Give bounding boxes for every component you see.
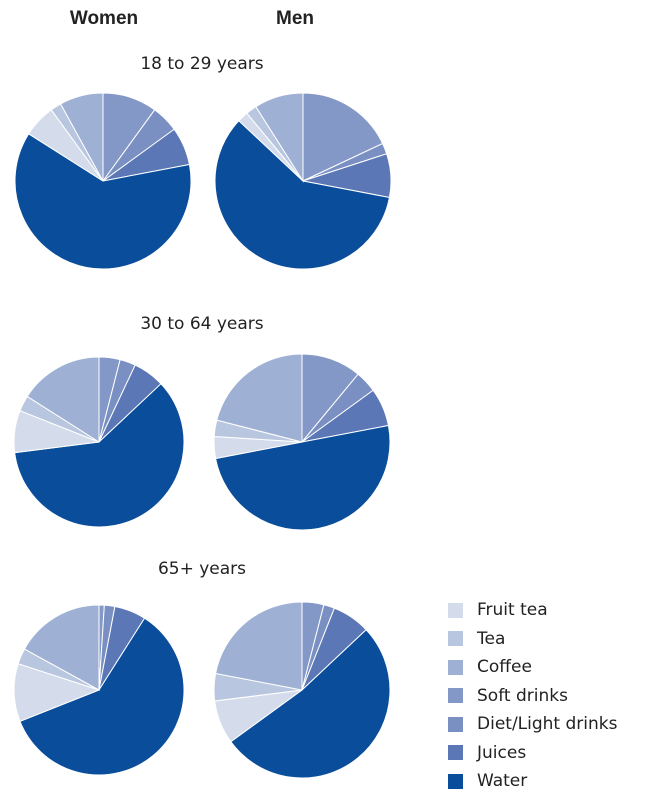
legend-label: Diet/Light drinks (477, 714, 618, 735)
age-group-label: 30 to 64 years (140, 314, 264, 334)
pie-slice (214, 120, 391, 270)
legend: Fruit tea Tea Coffee Soft drinks Diet/Li… (448, 596, 617, 796)
legend-swatch (448, 773, 463, 789)
legend-swatch (448, 659, 463, 675)
legend-item: Diet/Light drinks (448, 710, 617, 739)
age-group-label: 18 to 29 years (140, 54, 264, 74)
legend-item: Juices (448, 739, 617, 768)
legend-label: Tea (477, 628, 506, 649)
legend-item: Water (448, 767, 617, 796)
pie-slice (23, 604, 100, 691)
pie-slice (59, 92, 104, 182)
legend-swatch (448, 688, 463, 704)
pie-slice (14, 133, 192, 270)
pie-slice (255, 92, 304, 183)
pie-slice (230, 629, 391, 779)
pie-slice (216, 353, 303, 443)
legend-swatch (448, 745, 463, 761)
legend-label: Soft drinks (477, 685, 568, 706)
legend-label: Water (477, 771, 528, 792)
legend-item: Coffee (448, 653, 617, 682)
column-header-men: Men (276, 8, 314, 29)
legend-swatch (448, 716, 463, 732)
pie-slice (214, 601, 303, 691)
legend-swatch (448, 631, 463, 647)
legend-label: Coffee (477, 657, 532, 678)
pie-slice (214, 424, 391, 531)
age-group-label: 65+ years (157, 559, 247, 579)
column-header-women: Women (69, 8, 139, 29)
legend-label: Fruit tea (477, 600, 548, 621)
pie-slice (302, 92, 384, 182)
legend-item: Tea (448, 625, 617, 654)
legend-item: Soft drinks (448, 682, 617, 711)
legend-swatch (448, 602, 463, 618)
pie-slice (26, 356, 100, 443)
pie-slice (19, 617, 185, 776)
legend-item: Fruit tea (448, 596, 617, 625)
legend-label: Juices (477, 742, 527, 763)
pie-slice (14, 383, 185, 528)
